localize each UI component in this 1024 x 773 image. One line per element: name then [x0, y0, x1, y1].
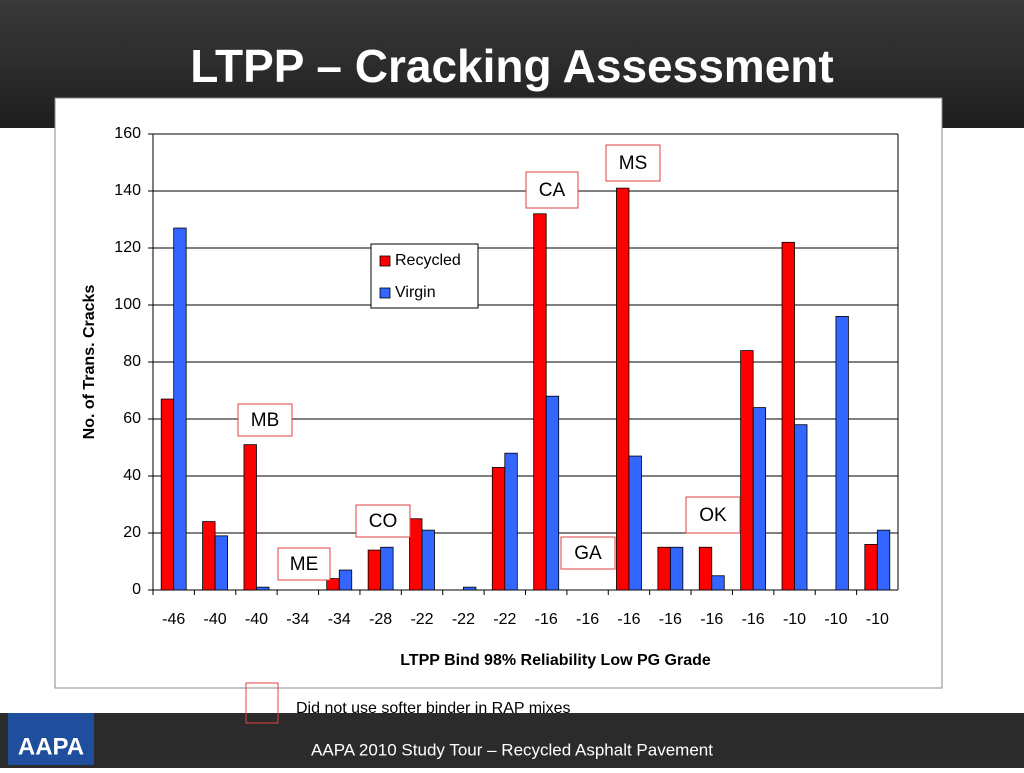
x-tick-label: -10: [866, 611, 889, 628]
bar: [835, 315, 849, 591]
legend-label: Recycled: [395, 252, 461, 269]
bar: [616, 187, 630, 591]
y-tick-label: 100: [114, 296, 141, 313]
annotation-label: GA: [574, 543, 602, 564]
x-tick-label: -16: [700, 611, 723, 628]
y-tick-label: 20: [123, 524, 141, 541]
y-tick-label: 80: [123, 353, 141, 370]
x-axis-label: LTPP Bind 98% Reliability Low PG Grade: [400, 652, 711, 669]
bar: [463, 586, 477, 591]
chart-panel: [54, 97, 943, 689]
footer-band: [0, 713, 1024, 768]
bar: [752, 407, 767, 591]
x-tick-label: -34: [286, 611, 309, 628]
annotation-box: [560, 536, 616, 570]
annotation-box: [355, 504, 411, 538]
bar: [421, 529, 435, 591]
x-tick-label: -16: [617, 611, 640, 628]
x-tick-label: -16: [742, 611, 765, 628]
logo-text: AAPA: [18, 733, 84, 760]
x-tick-label: -16: [576, 611, 599, 628]
annotation-box: [277, 547, 331, 581]
note-box: [245, 682, 279, 724]
bar: [740, 350, 754, 591]
bar: [533, 213, 547, 591]
bar: [202, 521, 216, 591]
bar: [338, 569, 353, 591]
bar: [160, 398, 175, 591]
bar: [711, 575, 725, 591]
bar: [243, 444, 257, 591]
annotation-box: [237, 403, 293, 437]
x-tick-label: -22: [410, 611, 433, 628]
x-tick-label: -22: [452, 611, 475, 628]
x-tick-label: -40: [204, 611, 227, 628]
y-tick-label: 40: [123, 467, 141, 484]
bar: [256, 586, 270, 591]
bar: [669, 546, 684, 591]
annotation-box: [525, 171, 579, 209]
x-tick-label: -40: [245, 611, 268, 628]
bar: [214, 535, 228, 591]
x-tick-label: -34: [328, 611, 351, 628]
annotation-box: [605, 144, 661, 182]
annotation-label: MB: [251, 410, 280, 431]
bar: [794, 424, 808, 591]
footer-text: AAPA 2010 Study Tour – Recycled Asphalt …: [311, 740, 713, 759]
bar: [876, 529, 891, 591]
annotation-label: CO: [369, 511, 398, 532]
x-tick-label: -16: [535, 611, 558, 628]
bar: [657, 546, 671, 591]
x-tick-label: -10: [783, 611, 806, 628]
y-tick-label: 140: [114, 182, 141, 199]
logo: [8, 713, 94, 765]
annotation-label: MS: [619, 153, 648, 174]
legend-label: Virgin: [395, 284, 436, 301]
annotation-label: ME: [290, 554, 319, 575]
legend-swatch: [379, 255, 391, 267]
bar: [491, 467, 506, 591]
bar: [173, 227, 187, 591]
y-tick-label: 120: [114, 239, 141, 256]
bar: [380, 546, 394, 591]
x-tick-label: -22: [493, 611, 516, 628]
x-tick-label: -16: [659, 611, 682, 628]
x-tick-label: -28: [369, 611, 392, 628]
note-text: Did not use softer binder in RAP mixes: [296, 700, 571, 717]
bar: [864, 544, 878, 591]
y-tick-label: 160: [114, 125, 141, 142]
slide-title: LTPP – Cracking Assessment: [190, 40, 833, 92]
bar: [409, 518, 423, 591]
annotation-box: [685, 496, 741, 534]
legend-swatch: [379, 287, 391, 299]
bar: [504, 452, 518, 591]
bar: [781, 241, 795, 591]
annotation-label: CA: [539, 180, 566, 201]
bar: [698, 546, 713, 591]
y-tick-label: 0: [132, 581, 141, 598]
bar: [367, 549, 382, 591]
annotation-label: OK: [699, 505, 727, 526]
x-tick-label: -10: [824, 611, 847, 628]
bar: [628, 455, 642, 591]
x-tick-label: -46: [162, 611, 185, 628]
y-tick-label: 60: [123, 410, 141, 427]
bar: [545, 395, 560, 591]
y-axis-label: No. of Trans. Cracks: [81, 285, 98, 440]
